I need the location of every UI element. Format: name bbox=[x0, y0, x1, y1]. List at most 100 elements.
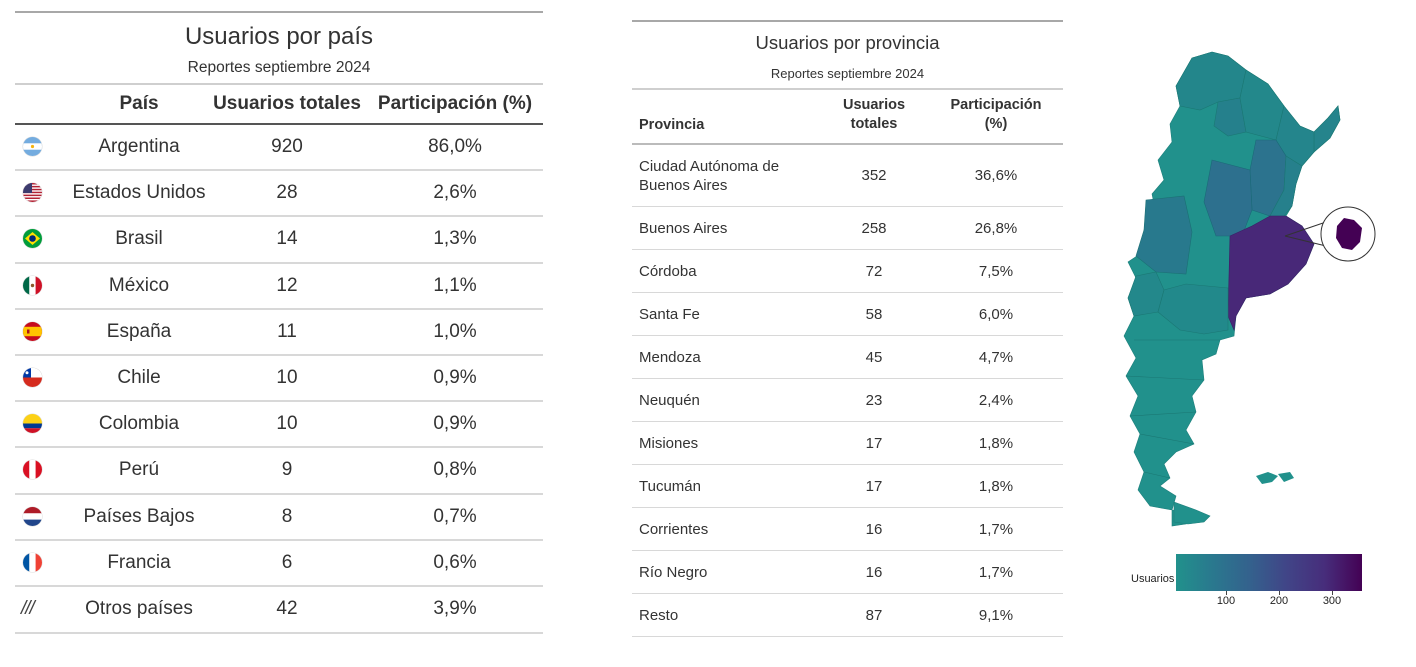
province-name: Misiones bbox=[639, 434, 699, 452]
table-row: Neuquén 23 2,4% bbox=[632, 379, 1063, 422]
legend-tick bbox=[1332, 591, 1333, 595]
province-users: 87 bbox=[865, 606, 883, 624]
table-row: Río Negro 16 1,7% bbox=[632, 551, 1063, 594]
province-name: Neuquén bbox=[639, 391, 700, 409]
table-row: Colombia 10 0,9% bbox=[15, 402, 543, 449]
header-users-line1: Usuarios bbox=[842, 97, 906, 113]
province-users: 16 bbox=[865, 563, 883, 581]
country-name: Chile bbox=[117, 366, 161, 388]
table-row: Santa Fe 58 6,0% bbox=[632, 293, 1063, 336]
province-share: 7,5% bbox=[978, 262, 1014, 280]
country-name: España bbox=[106, 320, 172, 342]
country-share: 1,1% bbox=[433, 274, 477, 296]
legend-tick-label: 300 bbox=[1322, 595, 1342, 607]
province-users: 23 bbox=[865, 391, 883, 409]
table-row: Chile 10 0,9% bbox=[15, 356, 543, 403]
province-table-header: Provincia Usuarios totales Participación… bbox=[632, 90, 1063, 143]
province-share: 4,7% bbox=[978, 348, 1014, 366]
country-users: 10 bbox=[276, 366, 298, 388]
country-share: 1,3% bbox=[433, 228, 477, 250]
header-top-rule bbox=[632, 88, 1063, 90]
country-share: 0,9% bbox=[433, 413, 477, 435]
flag-cell bbox=[15, 217, 49, 261]
table-row: Córdoba 72 7,5% bbox=[632, 250, 1063, 293]
flag-cell bbox=[15, 171, 49, 215]
header-users-line2: totales bbox=[850, 116, 898, 132]
table-row: México 12 1,1% bbox=[15, 264, 543, 310]
flag-cell bbox=[15, 356, 49, 400]
table-row: Argentina 920 86,0% bbox=[15, 125, 543, 172]
province-tucuman bbox=[1213, 97, 1247, 137]
table-row: Tucumán 17 1,8% bbox=[632, 465, 1063, 508]
country-share: 86,0% bbox=[428, 136, 482, 157]
spain-flag-icon bbox=[23, 321, 42, 341]
table-top-rule bbox=[632, 20, 1063, 22]
table-row: Buenos Aires 258 26,8% bbox=[632, 207, 1063, 250]
flag-cell bbox=[15, 310, 49, 354]
map-legend: Usuarios 100 200 300 bbox=[1126, 552, 1376, 607]
country-name: Otros países bbox=[85, 597, 193, 619]
province-share: 9,1% bbox=[978, 606, 1014, 624]
country-users: 14 bbox=[276, 228, 298, 250]
country-name: Argentina bbox=[98, 136, 180, 157]
country-share: 1,0% bbox=[433, 320, 477, 342]
peru-flag-icon bbox=[23, 460, 42, 480]
country-table-header: País Usuarios totales Participación (%) bbox=[15, 85, 543, 123]
province-users: 352 bbox=[861, 167, 887, 184]
province-name: Resto bbox=[639, 606, 679, 624]
argentina-choropleth-map bbox=[1123, 51, 1376, 527]
province-borders bbox=[1125, 339, 1220, 479]
colombia-flag-icon bbox=[23, 414, 42, 434]
province-north-2 bbox=[1239, 69, 1285, 141]
country-table-body: Argentina 920 86,0% Estados Unidos 28 2,6% Bra… bbox=[15, 125, 543, 634]
flag-cell bbox=[15, 448, 49, 492]
province-table-body: Ciudad Autónoma de Buenos Aires 352 36,6% B… bbox=[632, 145, 1063, 637]
table-row: Resto 87 9,1% bbox=[632, 594, 1063, 637]
inset-connector bbox=[1284, 235, 1327, 247]
country-share: 0,6% bbox=[433, 551, 477, 573]
country-users: 28 bbox=[276, 182, 298, 204]
province-name: Buenos Aires bbox=[639, 219, 728, 237]
table-row: Estados Unidos 28 2,6% bbox=[15, 171, 543, 218]
legend-title: Usuarios bbox=[1131, 573, 1175, 585]
header-country: País bbox=[119, 93, 159, 114]
province-table-subtitle: Reportes septiembre 2024 bbox=[770, 66, 925, 81]
caba-inset-shape bbox=[1336, 218, 1362, 250]
header-province: Provincia bbox=[639, 117, 705, 133]
province-share: 26,8% bbox=[974, 219, 1018, 237]
province-users: 17 bbox=[865, 477, 883, 495]
country-table-subtitle: Reportes septiembre 2024 bbox=[187, 59, 371, 76]
table-row: España 11 1,0% bbox=[15, 310, 543, 356]
legend-tick-label: 200 bbox=[1269, 595, 1289, 607]
province-share: 6,0% bbox=[978, 305, 1014, 323]
country-name: Perú bbox=[118, 459, 160, 481]
header-users: Usuarios totales bbox=[213, 93, 361, 114]
country-users: 11 bbox=[277, 320, 297, 342]
table-row: Misiones 17 1,8% bbox=[632, 422, 1063, 465]
flag-cell bbox=[15, 125, 49, 169]
province-entre-rios bbox=[1269, 155, 1303, 217]
france-flag-icon bbox=[23, 552, 42, 572]
flag-cell bbox=[15, 541, 49, 585]
flag-cell: /// bbox=[15, 587, 49, 631]
table-row: Países Bajos 8 0,7% bbox=[15, 495, 543, 541]
table-row: Brasil 14 1,3% bbox=[15, 217, 543, 264]
province-share: 1,7% bbox=[978, 520, 1014, 538]
country-share: 2,6% bbox=[433, 182, 477, 204]
province-name: Mendoza bbox=[639, 348, 701, 366]
header-users: Usuarios totales bbox=[824, 96, 924, 134]
province-misiones bbox=[1313, 105, 1341, 153]
legend-colorbar bbox=[1176, 554, 1362, 591]
table-row: /// Otros países 42 3,9% bbox=[15, 587, 543, 634]
province-share: 2,4% bbox=[978, 391, 1014, 409]
province-users: 258 bbox=[861, 219, 887, 237]
province-rio-negro bbox=[1157, 283, 1229, 335]
header-share: Participación (%) bbox=[938, 96, 1054, 134]
province-name: Córdoba bbox=[639, 262, 697, 280]
country-users: 10 bbox=[276, 413, 298, 435]
country-users: 8 bbox=[281, 505, 293, 527]
province-share: 1,7% bbox=[978, 563, 1014, 581]
header-top-rule bbox=[15, 83, 543, 85]
province-name: Ciudad Autónoma de Buenos Aires bbox=[639, 157, 780, 194]
header-bottom-rule bbox=[15, 123, 543, 125]
